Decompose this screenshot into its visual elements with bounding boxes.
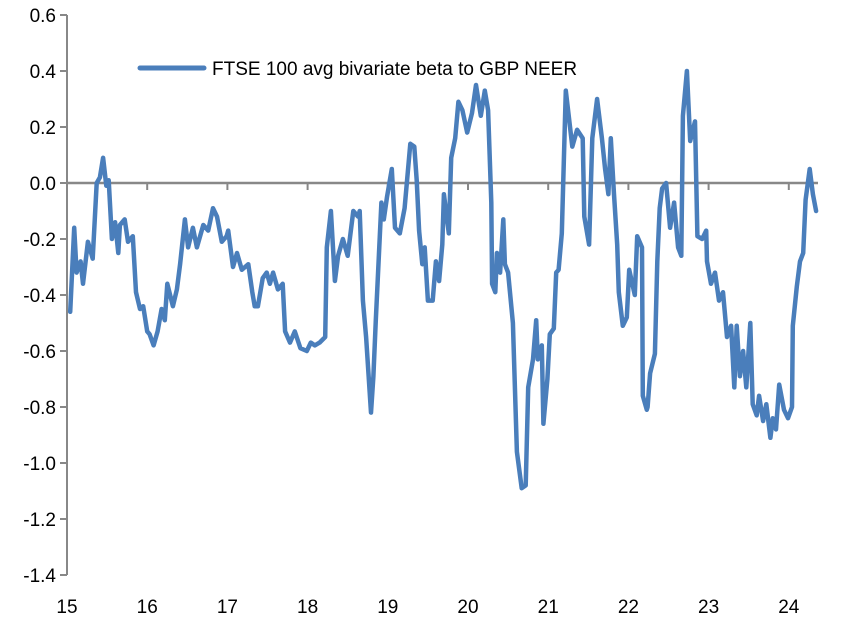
y-tick-label: 0.0: [30, 174, 56, 195]
legend: FTSE 100 avg bivariate beta to GBP NEER: [137, 59, 577, 80]
y-tick-label: -1.4: [23, 566, 56, 587]
legend-label: FTSE 100 avg bivariate beta to GBP NEER: [212, 59, 577, 80]
x-axis: 15 16 17 18 19 20 21 22 23 24: [56, 181, 818, 618]
x-tick-label: 23: [698, 597, 719, 618]
y-tick-label: 0.4: [30, 62, 57, 83]
series-layer: [67, 68, 819, 491]
y-tick-label: -0.2: [23, 230, 56, 251]
x-tick-label: 16: [137, 597, 158, 618]
x-tick-label: 24: [778, 597, 800, 618]
x-tick-label: 17: [217, 597, 238, 618]
x-tick-label: 21: [538, 597, 559, 618]
x-tick-label: 22: [618, 597, 639, 618]
y-tick-label: -1.2: [23, 510, 56, 531]
y-tick-label: 0.2: [30, 118, 56, 139]
y-tick-label: 0.6: [30, 6, 56, 27]
y-tick-label: -0.8: [23, 398, 56, 419]
y-axis: 0.6 0.4 0.2 0.0 -0.2 -0.4 -0.6 -0.8 -1.0 -1.2 -1.4: [23, 6, 68, 587]
y-tick-label: -0.4: [23, 286, 56, 307]
y-tick-label: -0.6: [23, 342, 56, 363]
x-tick-label: 19: [377, 597, 398, 618]
x-tick-label: 15: [56, 597, 77, 618]
x-tick-label: 18: [297, 597, 318, 618]
y-tick-label: -1.0: [23, 454, 56, 475]
series-line-0: [67, 68, 819, 491]
x-tick-label: 20: [457, 597, 478, 618]
